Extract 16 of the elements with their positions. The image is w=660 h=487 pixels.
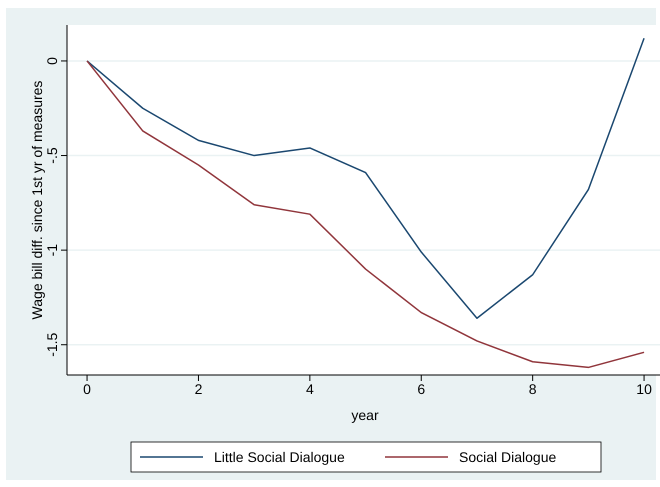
y-tick-label: 0 [44,56,60,65]
legend-label: Little Social Dialogue [214,449,345,465]
y-tick-label: -1 [44,244,60,256]
y-tick-label: -.5 [44,147,60,164]
line-series [86,37,645,319]
x-tick-label: 4 [306,380,314,397]
x-tick-label: 6 [417,380,426,397]
line-series [86,60,645,368]
x-tick-label: 10 [636,380,652,397]
y-tick-label: -1.5 [44,332,60,357]
x-axis-title: year [351,407,379,423]
x-tick-label: 2 [194,380,203,397]
x-tick-label: 0 [83,380,92,397]
y-axis-title: Wage bill diff. since 1st yr of measures [29,80,45,320]
legend-label: Social Dialogue [459,449,556,465]
x-tick-label: 8 [528,380,537,397]
